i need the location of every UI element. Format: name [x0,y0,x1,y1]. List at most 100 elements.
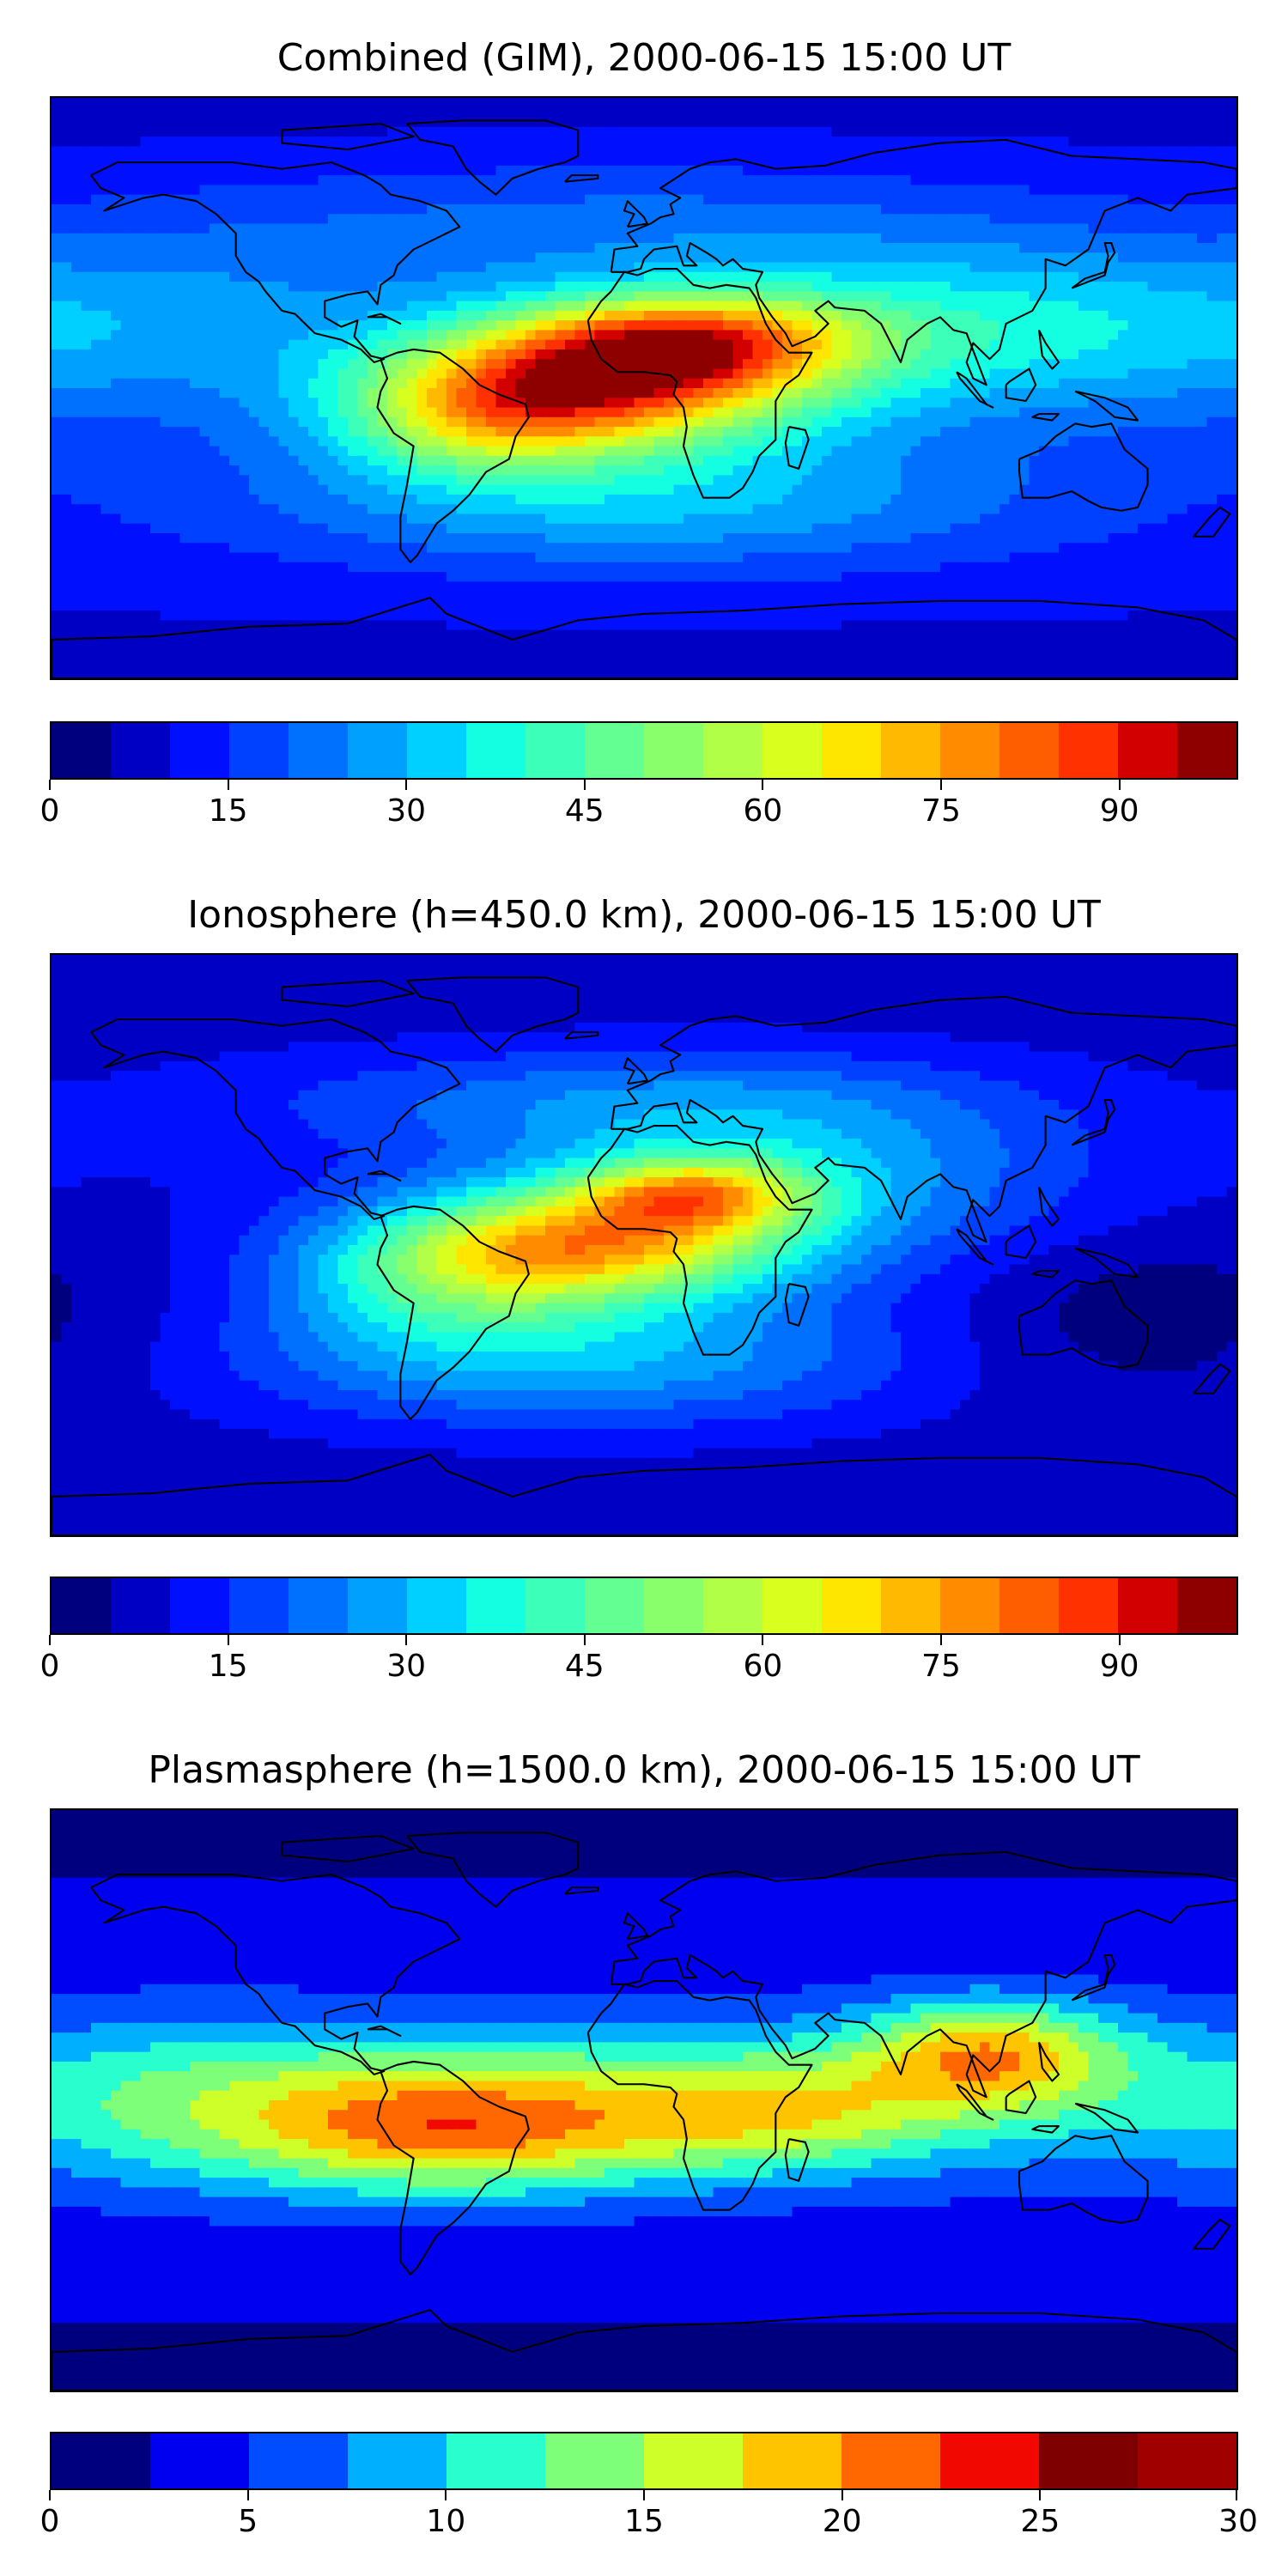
contour-cell [71,271,83,283]
contour-cell [831,310,843,322]
contour-cell [605,475,617,487]
contour-cell [683,98,696,109]
contour-cell [308,455,320,467]
contour-cell [486,165,498,177]
contour-cell [822,475,834,487]
contour-cell [653,204,665,216]
contour-cell [387,407,399,419]
contour-cell [515,368,527,380]
contour-cell [1206,117,1218,129]
contour-cell [881,155,893,167]
contour-cell [703,185,715,197]
contour-cell [416,320,428,331]
contour-cell [447,378,459,390]
contour-cell [901,436,913,448]
contour-cell [239,436,251,448]
contour-cell [170,126,182,138]
contour-cell [52,416,64,428]
contour-cell [605,427,617,438]
contour-cell [555,214,567,225]
contour-cell [940,214,952,225]
contour-cell [100,407,112,419]
contour-cell [436,465,448,477]
contour-cell [150,233,162,245]
contour-cell [565,436,577,448]
contour-cell [357,185,369,197]
contour-cell [910,117,922,129]
contour-cell [150,223,162,235]
contour-cell [811,165,823,177]
contour-cell [1019,330,1031,342]
contour-cell [140,223,152,235]
contour-cell [811,484,823,496]
contour-cell [1048,398,1060,410]
contour-cell [190,271,202,283]
contour-cell [466,223,478,235]
contour-cell [792,155,804,167]
contour-cell [594,427,606,438]
contour-cell [476,271,488,283]
contour-cell [456,330,468,342]
contour-cell [1127,204,1139,216]
contour-cell [614,223,626,235]
contour-cell [1088,146,1100,158]
contour-cell [427,398,439,410]
contour-cell [772,126,784,138]
contour-cell [980,465,992,477]
contour-cell [752,223,764,235]
contour-cell [328,446,340,458]
contour-cell [1127,301,1139,313]
contour-cell [653,271,665,283]
contour-cell [190,137,202,148]
contour-cell [1039,98,1051,109]
contour-cell [199,137,211,148]
contour-cell [634,446,646,458]
contour-cell [664,494,676,506]
contour-cell [723,107,735,119]
contour-cell [723,455,735,467]
contour-cell [170,398,182,410]
contour-cell [664,446,676,458]
contour-cell [930,185,942,197]
contour-cell [466,436,478,448]
contour-cell [289,330,301,342]
contour-cell [683,310,696,322]
contour-cell [732,416,744,428]
contour-cell [52,455,64,467]
contour-cell [1197,146,1209,158]
contour-cell [772,271,784,283]
contour-cell [732,243,744,254]
contour-cell [960,252,972,264]
contour-cell [1098,223,1110,235]
contour-cell [713,494,725,506]
contour-cell [822,291,834,303]
contour-cell [664,98,676,109]
contour-cell [940,330,952,342]
contour-cell [348,359,360,370]
contour-cell [555,204,567,216]
contour-cell [170,252,182,264]
contour-cell [950,262,962,274]
contour-cell [249,262,261,274]
contour-cell [1019,233,1031,245]
contour-cell [1019,407,1031,419]
contour-cell [131,214,143,225]
contour-cell [1009,98,1021,109]
contour-cell [1039,455,1051,467]
contour-cell [258,223,270,235]
contour-cell [1138,378,1150,390]
contour-cell [752,126,764,138]
contour-cell [910,436,922,448]
contour-cell [574,455,586,467]
contour-cell [594,436,606,448]
contour-cell [881,427,893,438]
contour-cell [614,291,626,303]
contour-cell [269,484,281,496]
contour-cell [1029,98,1041,109]
contour-cell [436,107,448,119]
contour-cell [131,455,143,467]
contour-cell [140,416,152,428]
contour-cell [111,494,123,506]
contour-cell [407,475,419,487]
contour-cell [526,427,538,438]
